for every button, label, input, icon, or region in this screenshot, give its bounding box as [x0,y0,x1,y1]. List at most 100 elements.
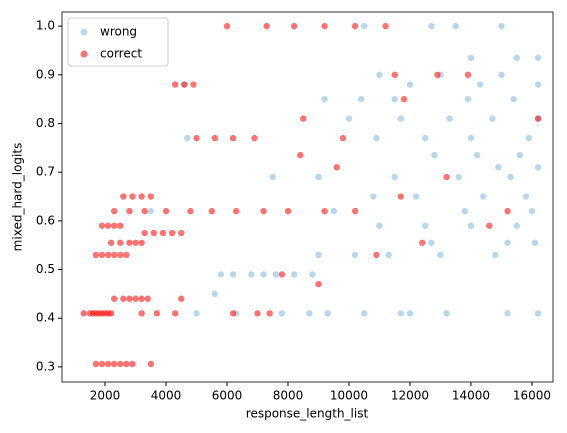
point [138,193,145,200]
point [437,251,444,259]
point [467,134,475,142]
point [391,71,398,79]
point [187,207,194,215]
point [476,81,484,88]
point [351,22,359,30]
point [504,239,511,246]
y-axis-label: mixed_hard_logits [11,143,25,252]
point [129,360,136,368]
point [406,310,414,317]
y-tick-label: 0.7 [36,165,55,179]
x-tick-label: 4000 [151,389,182,403]
point [467,222,475,229]
point [492,251,499,259]
point [269,173,276,181]
point [232,207,240,215]
point [104,222,112,229]
point [428,22,435,30]
point [251,134,258,142]
point [464,95,472,103]
point [513,54,520,61]
point [193,134,200,142]
point [406,81,414,88]
point [272,271,279,278]
point [141,207,148,215]
x-tick-label: 10000 [330,389,368,403]
point [361,22,368,30]
point [123,360,130,368]
point [534,54,542,61]
point [159,229,167,237]
point [117,251,124,259]
point [373,251,380,259]
point [357,95,365,103]
legend-marker [80,28,88,36]
point [531,239,539,246]
point [110,222,118,229]
x-tick-label: 8000 [273,389,304,403]
point [422,134,429,142]
point [324,310,331,317]
legend-label: correct [100,47,142,61]
point [391,95,398,103]
point [162,207,170,215]
point [132,295,139,302]
point [98,360,106,368]
point [263,22,270,30]
point [534,81,542,88]
y-tick-label: 0.8 [36,116,55,130]
point [516,151,523,159]
point [391,173,398,181]
point [150,229,157,237]
point [147,360,154,368]
legend-box [67,17,169,67]
point [534,164,542,171]
point [431,151,438,159]
point [534,310,542,317]
point [351,207,359,215]
point [126,207,133,215]
y-tick-label: 0.3 [36,359,55,373]
point [120,193,127,200]
point [80,310,87,317]
point [522,193,530,200]
point [306,310,313,317]
point [397,310,405,317]
y-tick-label: 0.5 [36,262,55,276]
point [92,360,100,368]
point [266,310,273,317]
point [117,222,124,229]
point [385,251,392,259]
y-tick-label: 0.6 [36,213,55,227]
point [495,164,502,171]
point [193,310,200,317]
point [110,295,118,302]
point [290,271,298,278]
point [345,115,353,122]
point [104,251,112,259]
point [315,251,322,259]
point [290,22,298,30]
x-tick-label: 14000 [452,389,490,403]
point [464,71,472,79]
point [217,271,225,278]
point [138,295,145,302]
point [229,271,237,278]
point [126,239,133,246]
point [98,251,106,259]
point [513,222,520,229]
point [504,207,511,215]
point [315,173,322,181]
point [333,164,340,171]
point [181,81,188,88]
point [473,151,481,159]
point [141,229,148,237]
point [443,310,450,317]
point [117,360,124,368]
point [321,22,328,30]
point [525,134,533,142]
point [376,71,383,79]
point [123,251,130,259]
legend-marker [80,50,88,58]
point [528,207,536,215]
